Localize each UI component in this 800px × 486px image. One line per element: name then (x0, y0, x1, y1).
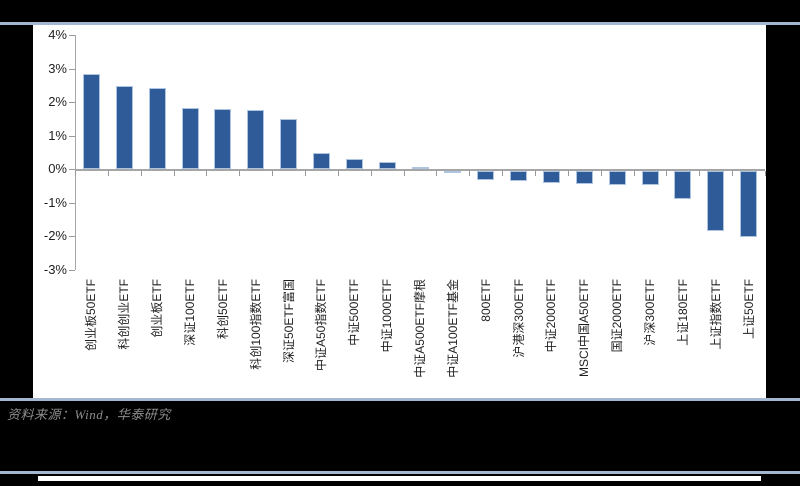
bar (477, 171, 495, 180)
x-axis-label: 上证指数ETF (708, 279, 723, 350)
bar (214, 109, 232, 169)
bar (148, 87, 166, 169)
bar (740, 171, 758, 237)
x-axis-tick (732, 171, 734, 176)
bar (247, 110, 265, 169)
y-axis-tick-label: 1% (48, 127, 67, 143)
bottom-divider-rule (0, 471, 800, 474)
x-axis-tick (633, 171, 635, 176)
x-axis-label: 中证A500ETF摩根 (413, 279, 427, 378)
chart-canvas: 4% 3% 2% 1% 0% -1% -2% -3% 创业板50ETF 科创创业ETF 创业板ETF… (33, 25, 766, 398)
middle-divider-rule (0, 398, 800, 401)
x-axis-tick (502, 171, 504, 176)
x-axis-label: 中证1000ETF (380, 279, 395, 353)
x-axis-tick (666, 171, 668, 176)
x-axis-label: 科创创业ETF (117, 279, 132, 350)
bar (82, 73, 100, 169)
x-axis-label: 上证180ETF (675, 279, 690, 346)
x-axis-tick (765, 171, 766, 176)
x-axis-tick (436, 171, 438, 176)
x-axis-tick (272, 171, 274, 176)
bar (181, 107, 199, 169)
y-axis-tick (69, 68, 75, 70)
x-axis-tick (403, 171, 405, 176)
bar (378, 161, 396, 169)
x-axis-label: 科创100指数ETF (248, 279, 263, 370)
bar (510, 171, 528, 182)
y-axis-tick (69, 102, 75, 103)
bar (542, 171, 560, 184)
y-axis-tick-label: 3% (48, 60, 67, 76)
y-axis-tick-label: -3% (43, 261, 67, 277)
x-axis-tick (600, 171, 602, 176)
x-axis-tick (173, 171, 175, 176)
x-axis-tick (370, 171, 372, 176)
x-axis-label: 中证A100ETF基金 (445, 279, 460, 378)
y-axis-tick-label: -1% (43, 194, 67, 210)
bar (674, 171, 692, 200)
x-axis-tick (206, 171, 208, 176)
x-axis-tick (107, 171, 109, 176)
x-axis-tick (469, 171, 471, 176)
x-axis-line (75, 169, 765, 171)
x-axis-label: 中证2000ETF (544, 279, 559, 353)
x-axis-tick (567, 171, 569, 176)
bar (444, 171, 462, 173)
bar (575, 171, 593, 185)
bar (641, 171, 659, 186)
bar (707, 171, 725, 231)
y-axis-tick-label: -2% (43, 228, 67, 243)
y-axis-tick (69, 169, 75, 170)
x-axis-label: 创业板50ETF (84, 279, 99, 352)
y-axis-tick (69, 236, 75, 237)
x-axis-tick (535, 171, 536, 176)
y-axis-tick (69, 135, 75, 137)
bar (115, 85, 133, 169)
bar (411, 167, 429, 169)
source-note: 资料来源：Wind，华泰研究 (7, 407, 171, 422)
x-axis-label: 科创50ETF (215, 279, 230, 340)
x-axis-tick (305, 171, 306, 176)
footer-accent-bar (38, 476, 761, 481)
y-axis-tick (69, 269, 75, 271)
y-axis-tick-label: 4% (48, 27, 67, 42)
y-axis-tick-label: 2% (48, 94, 67, 109)
bar (280, 119, 298, 169)
x-axis-label: 深证50ETF富国 (281, 279, 296, 364)
x-axis-tick (699, 171, 701, 176)
x-axis-label: 沪港深300ETF (511, 279, 526, 358)
y-axis-tick-label: 0% (48, 161, 67, 176)
x-axis-label: 800ETF (478, 279, 493, 322)
x-axis-tick (75, 171, 76, 176)
x-axis-label: MSCI中国A50ETF (577, 279, 592, 378)
bar-chart-plot: 4% 3% 2% 1% 0% -1% -2% -3% 创业板50ETF 科创创业ETF 创业板ETF… (33, 25, 766, 398)
y-axis-tick (69, 202, 75, 204)
x-axis-label: 国证2000ETF (610, 279, 625, 353)
x-axis-tick (140, 171, 142, 176)
bar (345, 158, 363, 169)
top-divider-rule (0, 22, 800, 25)
bar (608, 171, 626, 185)
x-axis-tick (337, 171, 339, 176)
x-axis-label: 创业板ETF (150, 279, 165, 338)
x-axis-label: 沪深300ETF (643, 279, 657, 346)
bar (312, 153, 330, 169)
x-axis-label: 深证100ETF (183, 279, 197, 346)
y-axis-line (75, 35, 76, 270)
x-axis-label: 中证A50指数ETF (314, 279, 329, 372)
x-axis-label: 上证50ETF (741, 279, 756, 340)
x-axis-tick (239, 171, 241, 176)
y-axis-tick (69, 35, 75, 36)
x-axis-label: 中证500ETF (347, 279, 362, 346)
